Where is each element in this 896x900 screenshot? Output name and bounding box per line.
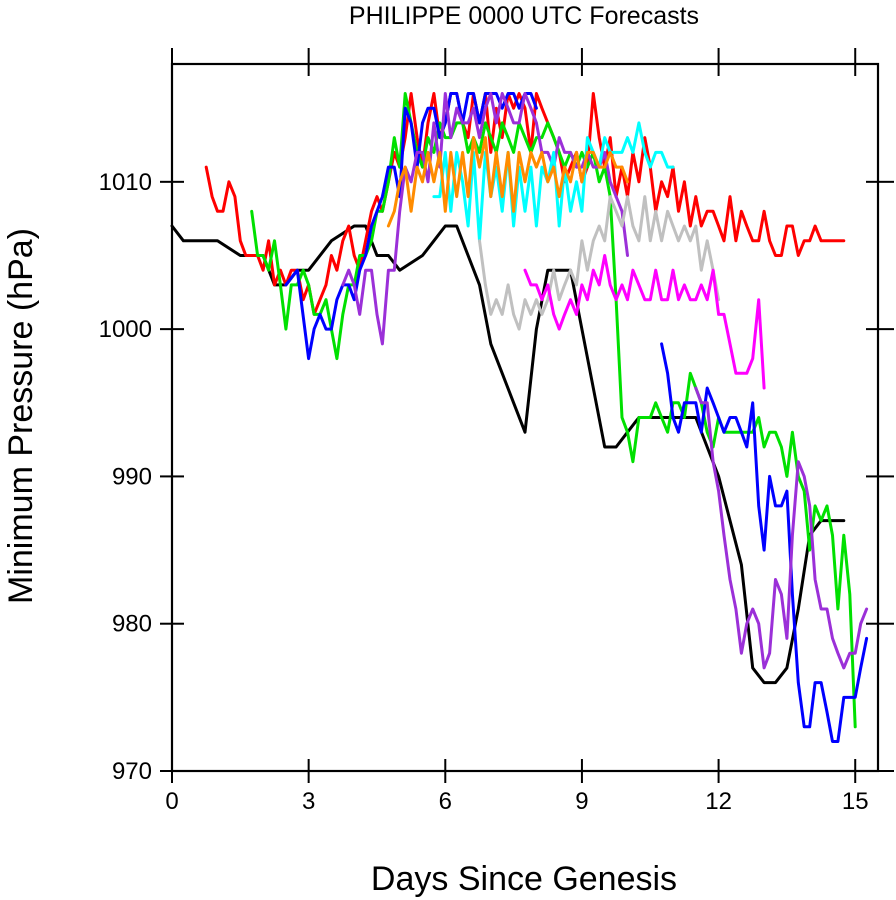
y-tick-label: 970 [112, 758, 152, 785]
y-tick-label: 980 [112, 611, 152, 638]
chart-title: PHILIPPE 0000 UTC Forecasts [349, 2, 699, 30]
x-tick-label: 3 [302, 788, 315, 815]
y-tick-label: 990 [112, 463, 152, 490]
series-line-3 [250, 92, 857, 729]
series-line-7 [694, 386, 869, 670]
x-tick-label: 0 [165, 788, 178, 815]
series-line-9 [386, 136, 629, 228]
series-line-10 [478, 195, 721, 331]
series-line-1 [170, 224, 846, 685]
x-tick-label: 15 [842, 788, 869, 815]
y-tick-label: 1010 [99, 169, 152, 196]
tick-layer: 0 3 6 9 12 15 970 980 990 1000 1010 [99, 48, 894, 815]
y-axis-title: Minimum Pressure (hPa) [2, 228, 40, 604]
series-layer [170, 92, 869, 743]
series-line-11 [523, 254, 766, 390]
plot-frame [170, 62, 880, 773]
series-line-5 [660, 342, 869, 743]
x-axis-title: Days Since Genesis [371, 860, 677, 898]
x-tick-label: 12 [705, 788, 732, 815]
y-tick-label: 1000 [99, 316, 152, 343]
x-tick-label: 9 [575, 788, 588, 815]
x-tick-label: 6 [439, 788, 452, 815]
